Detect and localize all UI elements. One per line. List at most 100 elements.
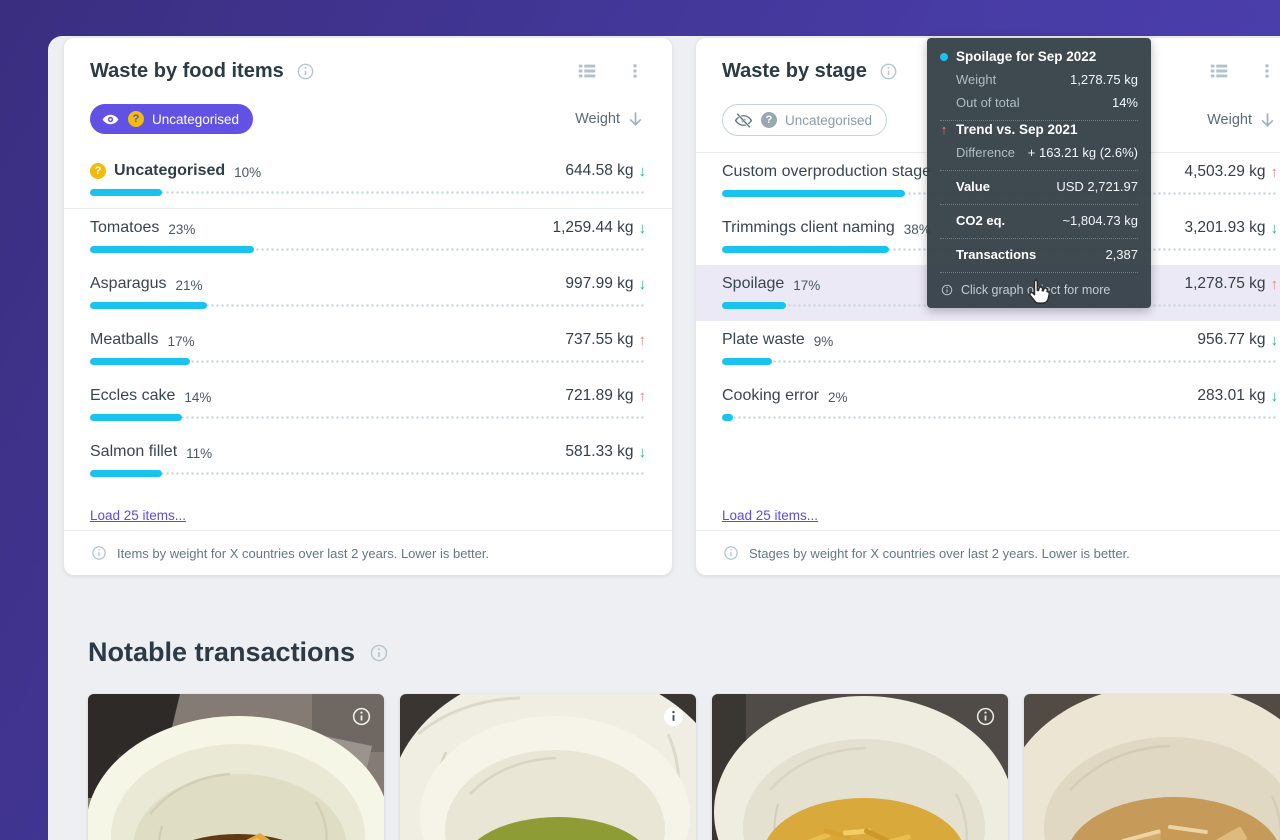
trend-arrow-icon: ↑: [638, 387, 647, 405]
tooltip-trend-title: Trend vs. Sep 2021: [956, 122, 1078, 137]
tooltip-divider: [940, 272, 1138, 273]
card-header: Waste by stage: [696, 38, 1280, 88]
progress-bar: [90, 414, 646, 421]
footer-note: Items by weight for X countries over las…: [117, 545, 490, 561]
card-header: Waste by food items: [64, 38, 672, 88]
item-label: Cooking error: [722, 387, 819, 404]
question-badge: ?: [128, 111, 144, 127]
item-percent: 10%: [234, 164, 262, 180]
item-percent: 17%: [793, 277, 821, 293]
transaction-photo-meatballs[interactable]: [88, 694, 384, 840]
notable-transactions-header: Notable transactions: [88, 637, 390, 668]
load-more-link[interactable]: Load 25 items...: [90, 508, 187, 523]
item-label: Eccles cake: [90, 387, 176, 404]
kebab-menu-icon[interactable]: [622, 58, 648, 84]
tooltip-value: USD 2,721.97: [1056, 179, 1138, 194]
transaction-photo-peas[interactable]: [400, 694, 696, 840]
progress-bar: [90, 470, 646, 477]
item-percent: 38%: [903, 221, 931, 237]
item-label: Uncategorised: [114, 162, 226, 179]
trend-arrow-icon: ↓: [1270, 387, 1279, 405]
tooltip-value: ~1,804.73 kg: [1062, 213, 1138, 228]
item-weight: 1,278.75 kg: [1184, 275, 1266, 292]
item-percent: 21%: [175, 277, 203, 293]
list-item[interactable]: Asparagus 21% 997.99 kg ↓: [64, 265, 672, 321]
eye-icon: [101, 110, 120, 129]
info-icon[interactable]: [295, 61, 316, 82]
trend-arrow-icon: ↑: [1270, 163, 1279, 181]
sort-down-arrow-icon: [1257, 110, 1278, 131]
info-icon[interactable]: [368, 642, 390, 664]
item-weight: 721.89 kg: [565, 387, 634, 404]
info-icon: [940, 283, 954, 297]
tooltip-value: 14%: [1111, 95, 1138, 110]
item-weight: 644.58 kg: [565, 162, 634, 179]
photo-info-icon[interactable]: [974, 705, 997, 728]
list-item[interactable]: ? Uncategorised 10% 644.58 kg ↓: [64, 152, 672, 208]
tooltip-label: Transactions: [956, 247, 1037, 262]
progress-bar: [722, 358, 1278, 365]
item-weight: 997.99 kg: [565, 275, 634, 292]
info-icon[interactable]: [878, 61, 899, 82]
tooltip-label: Out of total: [956, 95, 1020, 110]
divider: [64, 208, 672, 209]
tooltip-divider: [940, 170, 1138, 171]
progress-bar: [90, 302, 646, 309]
waste-by-food-items-card: Waste by food items ? Uncategorised Weig…: [64, 38, 672, 575]
tooltip-value: + 163.21 kg (2.6%): [1027, 145, 1138, 160]
item-label: Spoilage: [722, 275, 785, 292]
kebab-menu-icon[interactable]: [1254, 58, 1280, 84]
question-badge: ?: [90, 163, 106, 179]
tooltip-divider: [940, 204, 1138, 205]
item-percent: 14%: [184, 389, 212, 405]
trend-arrow-icon: ↓: [638, 443, 647, 461]
trend-arrow-icon: ↓: [638, 219, 647, 237]
progress-bar: [90, 189, 646, 196]
card-title: Waste by food items: [90, 59, 284, 82]
trend-arrow-icon: ↑: [638, 331, 647, 349]
list-item[interactable]: Plate waste 9% 956.77 kg ↓: [696, 321, 1280, 377]
info-icon: [722, 544, 740, 562]
info-icon: [90, 544, 108, 562]
trend-up-icon: ↑: [940, 122, 948, 137]
item-label: Salmon fillet: [90, 443, 178, 460]
weight-sort-header[interactable]: Weight: [1207, 110, 1278, 131]
trend-arrow-icon: ↓: [638, 162, 647, 180]
transaction-photo-cake[interactable]: [1024, 694, 1280, 840]
item-label: Meatballs: [90, 331, 159, 348]
load-more-link[interactable]: Load 25 items...: [722, 508, 819, 523]
card-title: Waste by stage: [722, 59, 867, 82]
uncategorised-filter-pill[interactable]: ? Uncategorised: [90, 104, 254, 134]
question-badge: ?: [761, 112, 777, 128]
sort-label: Weight: [1207, 112, 1252, 128]
list-view-icon[interactable]: [1206, 58, 1232, 84]
tooltip-divider: [940, 238, 1138, 239]
progress-bar: [90, 246, 646, 253]
photo-info-icon[interactable]: [662, 705, 685, 728]
food-items-list: ? Uncategorised 10% 644.58 kg ↓ Tomatoes…: [64, 152, 672, 489]
photo-info-icon[interactable]: [350, 705, 373, 728]
tooltip-trend-row: ↑ Trend vs. Sep 2021: [940, 122, 1138, 137]
uncategorised-filter-pill[interactable]: ? Uncategorised: [722, 104, 888, 136]
list-item[interactable]: Cooking error 2% 283.01 kg ↓: [696, 377, 1280, 433]
list-view-icon[interactable]: [574, 58, 600, 84]
list-item[interactable]: Eccles cake 14% 721.89 kg ↑: [64, 377, 672, 433]
spoilage-tooltip: Spoilage for Sep 2022 Weight 1,278.75 kg…: [927, 38, 1151, 308]
item-percent: 11%: [186, 445, 213, 461]
item-label: Tomatoes: [90, 219, 160, 236]
list-item[interactable]: Meatballs 17% 737.55 kg ↑: [64, 321, 672, 377]
tooltip-value: 1,278.75 kg: [1070, 72, 1138, 87]
section-title: Notable transactions: [88, 637, 356, 667]
item-weight: 283.01 kg: [1197, 387, 1266, 404]
item-weight: 956.77 kg: [1197, 331, 1266, 348]
weight-sort-header[interactable]: Weight: [575, 109, 646, 130]
item-percent: 17%: [167, 333, 195, 349]
tooltip-label: Difference: [956, 145, 1016, 160]
sort-down-arrow-icon: [625, 109, 646, 130]
list-item[interactable]: Salmon fillet 11% 581.33 kg ↓: [64, 433, 672, 489]
transaction-photo-fries[interactable]: [712, 694, 1008, 840]
sort-label: Weight: [575, 111, 620, 127]
item-weight: 1,259.44 kg: [552, 219, 634, 236]
list-item[interactable]: Tomatoes 23% 1,259.44 kg ↓: [64, 209, 672, 265]
tooltip-divider: [940, 120, 1138, 121]
